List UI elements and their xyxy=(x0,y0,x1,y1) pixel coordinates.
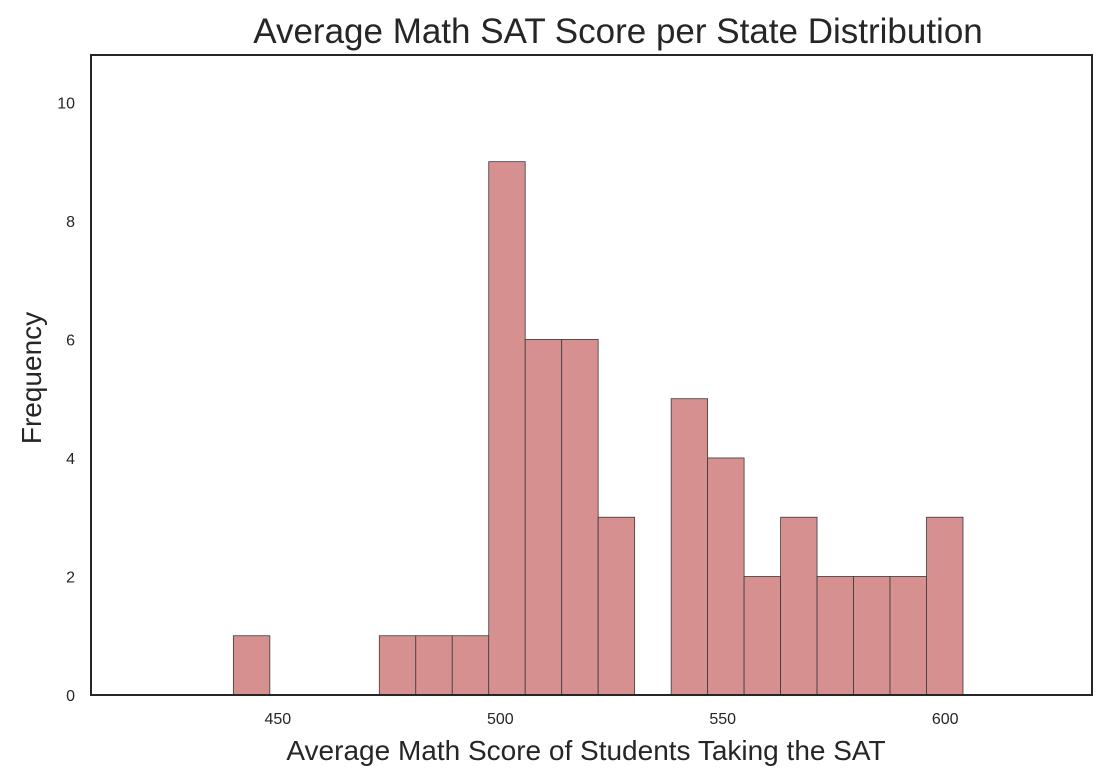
histogram-bar-2 xyxy=(415,635,453,696)
histogram-bar-13 xyxy=(853,576,891,696)
histogram-bar-9 xyxy=(707,457,745,696)
x-axis-label: Average Math Score of Students Taking th… xyxy=(286,735,885,766)
y-tick-label: 10 xyxy=(57,95,75,112)
y-tick-label: 6 xyxy=(66,332,75,349)
y-axis-label: Frequency xyxy=(16,312,47,444)
histogram-bar-12 xyxy=(816,576,854,696)
histogram-bar-0 xyxy=(232,635,271,696)
chart-title: Average Math SAT Score per State Distrib… xyxy=(253,12,983,51)
y-tick-labels: 0 2 4 6 8 10 xyxy=(57,95,75,705)
histogram-bar-11 xyxy=(780,516,818,696)
histogram-bar-10 xyxy=(743,576,781,696)
x-tick-labels: 450 500 550 600 xyxy=(264,711,958,728)
y-tick-label: 4 xyxy=(66,451,75,468)
bars-group xyxy=(232,161,964,696)
x-tick-label: 600 xyxy=(932,711,959,728)
y-tick-label: 2 xyxy=(66,569,75,586)
histogram-bar-5 xyxy=(524,339,563,696)
histogram-bar-4 xyxy=(488,161,526,696)
histogram-bar-3 xyxy=(451,635,490,696)
histogram-bar-14 xyxy=(889,576,927,696)
histogram-bar-15 xyxy=(926,516,964,696)
y-tick-label: 0 xyxy=(66,688,75,705)
histogram-bar-7 xyxy=(597,516,636,696)
histogram-bar-6 xyxy=(561,339,599,696)
x-tick-label: 450 xyxy=(264,711,291,728)
y-tick-label: 8 xyxy=(66,214,75,231)
x-tick-label: 500 xyxy=(487,711,514,728)
x-tick-label: 550 xyxy=(709,711,736,728)
plot-frame xyxy=(90,54,1093,696)
histogram-bar-8 xyxy=(670,398,709,696)
histogram-bar-1 xyxy=(378,635,417,696)
